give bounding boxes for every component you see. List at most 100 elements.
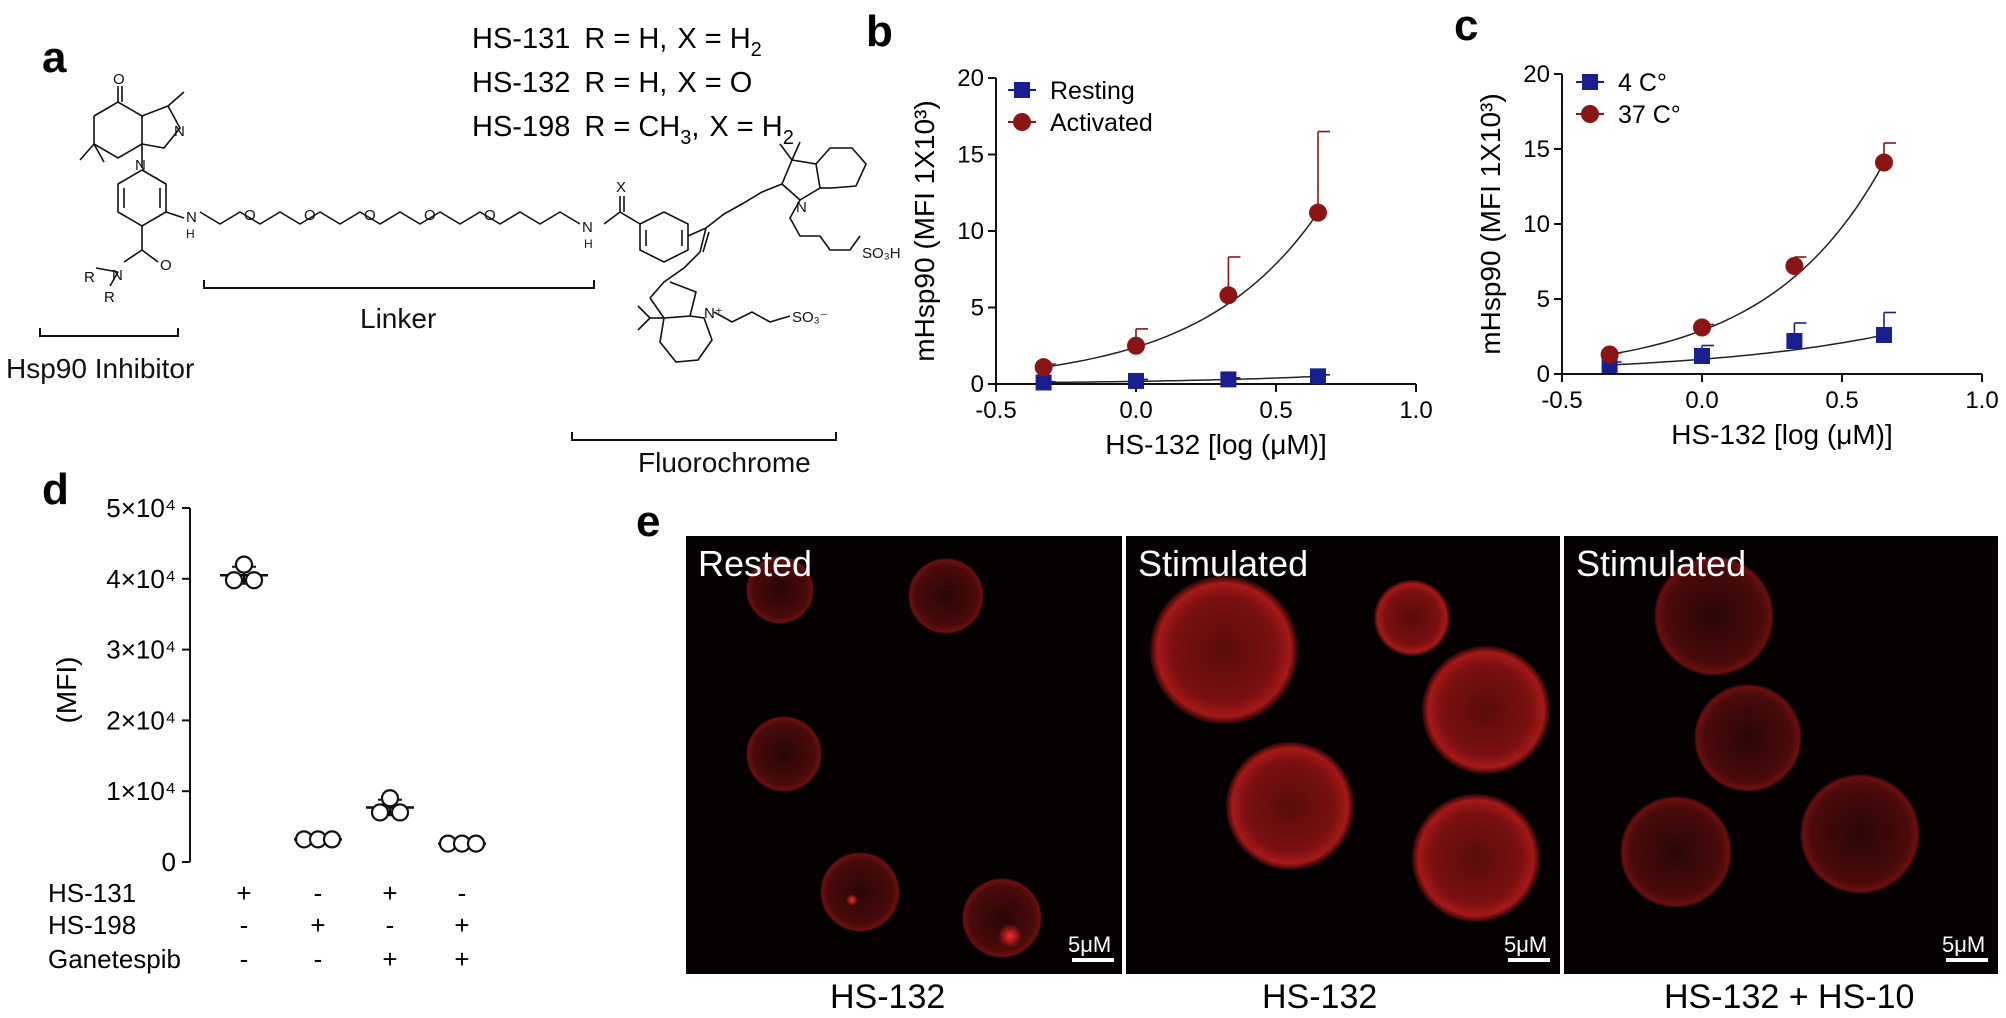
sulfonic-acid-label: SO₃H xyxy=(862,245,901,262)
treatment-sign: - xyxy=(314,878,323,908)
treatment-label: HS-198 xyxy=(48,910,136,940)
atom-n: N xyxy=(796,199,807,216)
treatment-sign: - xyxy=(314,944,323,974)
y-tick-label: 2×10⁴ xyxy=(106,705,176,735)
scale-label: 5μM xyxy=(1942,932,1985,957)
image-caption: HS-132 xyxy=(830,978,945,1016)
treatment-sign: + xyxy=(382,878,397,908)
y-tick-label: 15 xyxy=(957,142,984,169)
atom-o: O xyxy=(244,207,256,224)
scale-label: 5μM xyxy=(1504,932,1547,957)
treatment-sign: + xyxy=(236,878,251,908)
compound-list: HS-131 R = H, X = H2 HS-132 R = H, X = O HS-… xyxy=(472,23,794,149)
atom-x: X xyxy=(616,179,626,196)
cell xyxy=(962,878,1042,958)
micrograph-stimulated: Stimulated 5μM HS-132 xyxy=(1126,536,1560,1016)
data-point xyxy=(390,803,410,822)
atom-o: O xyxy=(304,207,316,224)
data-point xyxy=(244,571,264,590)
x-tick-label: 1.0 xyxy=(1965,387,1998,414)
sulfonate-chain-top xyxy=(789,199,861,251)
x-tick-label: -0.5 xyxy=(975,397,1016,424)
label-hsp90-inhibitor: Hsp90 Inhibitor xyxy=(6,353,194,384)
x-tick-label: 0.0 xyxy=(1685,387,1718,414)
y-tick-label: 10 xyxy=(1523,211,1550,238)
y-tick-label: 0 xyxy=(1537,361,1550,388)
y-tick-label: 1×10⁴ xyxy=(106,776,176,806)
panel-letter-e: e xyxy=(636,497,660,546)
panel-letter-c: c xyxy=(1454,1,1478,50)
atom-n-plus: N⁺ xyxy=(704,305,723,322)
label-fluorochrome: Fluorochrome xyxy=(638,447,811,478)
treatment-label: Ganetespib xyxy=(48,944,181,974)
data-point-circle xyxy=(1034,358,1053,377)
sulfonate-label: SO₃⁻ xyxy=(792,309,828,326)
scale-bar xyxy=(1946,958,1988,962)
legend-label: Resting xyxy=(1050,77,1135,105)
data-point-circle xyxy=(1693,318,1711,337)
data-point-square xyxy=(1035,374,1052,391)
atom-n: N xyxy=(186,209,197,226)
cell xyxy=(746,556,814,624)
chart-b: -0.5 0.0 0.5 1.0 0 5 10 15 20 HS-132 [log (μM)] mH… xyxy=(909,65,1433,460)
indole-ring-bottom xyxy=(649,281,697,319)
cell xyxy=(1620,796,1732,908)
x-tick-label: -0.5 xyxy=(1541,387,1582,414)
y-axis-label: mHsp90 (MFI 1X10³) xyxy=(909,100,940,361)
cell xyxy=(1412,794,1540,922)
y-tick-label: 4×10⁴ xyxy=(106,564,176,594)
atom-o: O xyxy=(424,207,436,224)
treatment-sign: - xyxy=(240,944,249,974)
panel-a: a HS-131 R = H, X = H2 HS-132 R = H, X = O H… xyxy=(6,23,901,478)
treatment-sign: - xyxy=(458,878,467,908)
fit-curve-1 xyxy=(1043,212,1319,368)
data-point-circle xyxy=(1785,257,1804,275)
compound-3: HS-198 R = CH3, X = H2 xyxy=(472,111,794,149)
data-point xyxy=(322,830,342,849)
atom-o: O xyxy=(364,207,376,224)
scale-label: 5μM xyxy=(1068,932,1111,957)
atom-n: N xyxy=(174,123,185,140)
cell xyxy=(746,716,822,792)
cell xyxy=(1694,684,1802,792)
data-point-circle xyxy=(1309,203,1327,222)
methyl-bond xyxy=(167,91,185,107)
fit-curve-0 xyxy=(1043,375,1319,384)
fluorochrome-bracket xyxy=(571,432,837,441)
data-point xyxy=(380,789,400,808)
legend-marker-circle xyxy=(1581,105,1599,123)
cell xyxy=(1800,774,1920,894)
region-brackets xyxy=(39,280,837,441)
panel-letter-b: b xyxy=(866,7,893,56)
fit-curve-1 xyxy=(1609,162,1885,356)
treatment-sign: + xyxy=(310,910,325,940)
atom-n: N xyxy=(582,219,593,236)
x-axis-label: HS-132 [log (μM)] xyxy=(1105,429,1327,460)
panel-b: b -0.5 0.0 0.5 1.0 0 5 10 15 20 HS-132 [log (μM)]… xyxy=(866,7,1433,460)
y-tick-label: 0 xyxy=(971,371,984,398)
y-tick-label: 5×10⁴ xyxy=(106,493,176,523)
y-tick-label: 15 xyxy=(1523,136,1550,163)
panel-letter-a: a xyxy=(42,33,67,82)
data-point-square xyxy=(1786,333,1803,349)
y-tick-label: 5 xyxy=(1537,286,1550,313)
data-point-square xyxy=(1128,372,1144,389)
y-tick-label: 0 xyxy=(162,847,176,877)
data-point-square xyxy=(1220,371,1237,388)
chart-c: -0.5 0.0 0.5 1.0 0 5 10 15 20 HS-132 [log (μM)] mH… xyxy=(1475,61,1999,450)
legend-label: 37 C° xyxy=(1618,101,1681,129)
data-point-circle xyxy=(1600,345,1619,364)
data-point xyxy=(224,571,244,590)
treatment-sign: - xyxy=(386,910,395,940)
image-label: Stimulated xyxy=(1576,543,1746,584)
data-point-square xyxy=(1310,368,1326,385)
polymethine-upper xyxy=(705,183,783,229)
treatment-label: HS-131 xyxy=(48,878,136,908)
compound-2: HS-132 R = H, X = O xyxy=(472,67,752,99)
compound-1: HS-131 R = H, X = H2 xyxy=(472,23,762,61)
data-point-circle xyxy=(1875,153,1893,172)
y-axis-label: mHsp90 (MFI 1X10³) xyxy=(1475,93,1506,354)
label-linker: Linker xyxy=(360,303,436,334)
panel-d: d 0 1×10⁴ 2×10⁴ 3×10⁴ 4×10⁴ 5×10⁴ (MFI) HS-131 +… xyxy=(42,465,486,974)
